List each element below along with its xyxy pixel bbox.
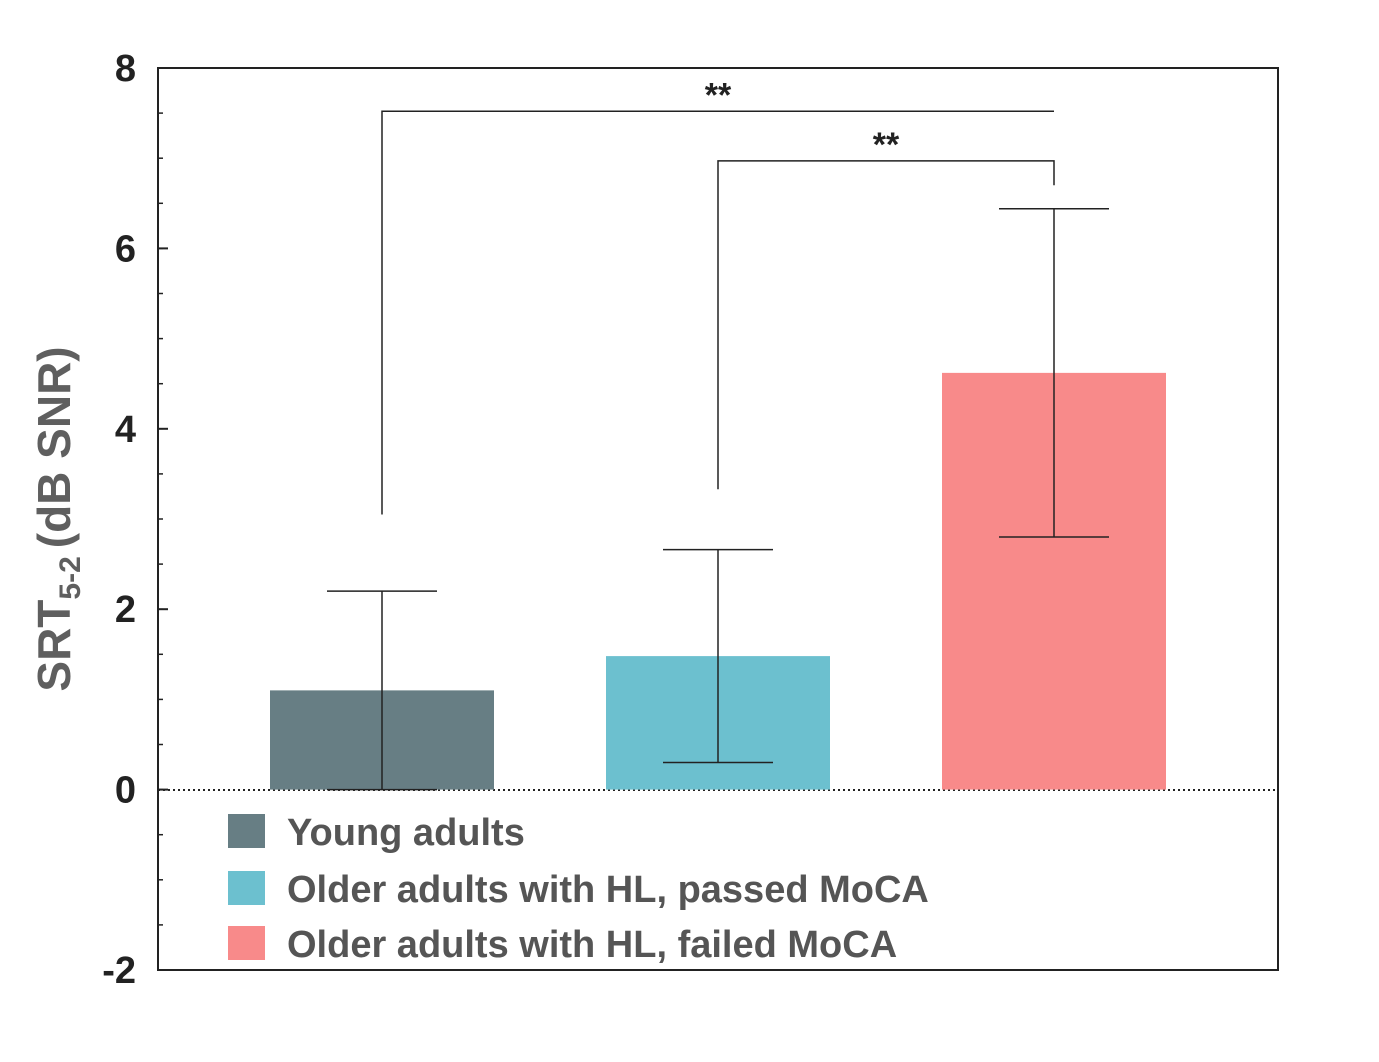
legend-label: Older adults with HL, passed MoCA [287,869,929,911]
legend-swatch [228,926,265,960]
y-tick-label: -2 [102,950,136,992]
y-minor-ticks [158,67,163,971]
significance-bracket [381,110,1054,515]
significance-label: ** [873,126,900,164]
significance-label: ** [705,76,732,114]
y-axis-label-unit: (dB SNR) [28,346,80,548]
y-tick-label: 4 [115,409,136,451]
y-tick-label: 8 [115,48,136,90]
y-tick-label: 0 [115,770,136,812]
y-axis-label: SRT5-2 (dB SNR) [28,346,87,691]
error-bars-group [327,207,1109,791]
legend-swatch [228,814,265,848]
significance-bracket [717,160,1055,490]
legend-swatch [228,871,265,905]
legend-label: Older adults with HL, failed MoCA [287,924,897,966]
significance-brackets: ** ** [381,76,1055,515]
y-axis-label-subscript: 5-2 [54,556,87,599]
legend: Young adults Older adults with HL, passed… [228,812,929,966]
legend-label: Young adults [287,812,525,854]
y-tick-label: 2 [115,589,136,631]
y-axis-label-main: SRT [28,600,80,692]
y-tick-label: 6 [115,228,136,270]
y-major-ticks: -2 0 2 4 6 8 [102,48,168,992]
